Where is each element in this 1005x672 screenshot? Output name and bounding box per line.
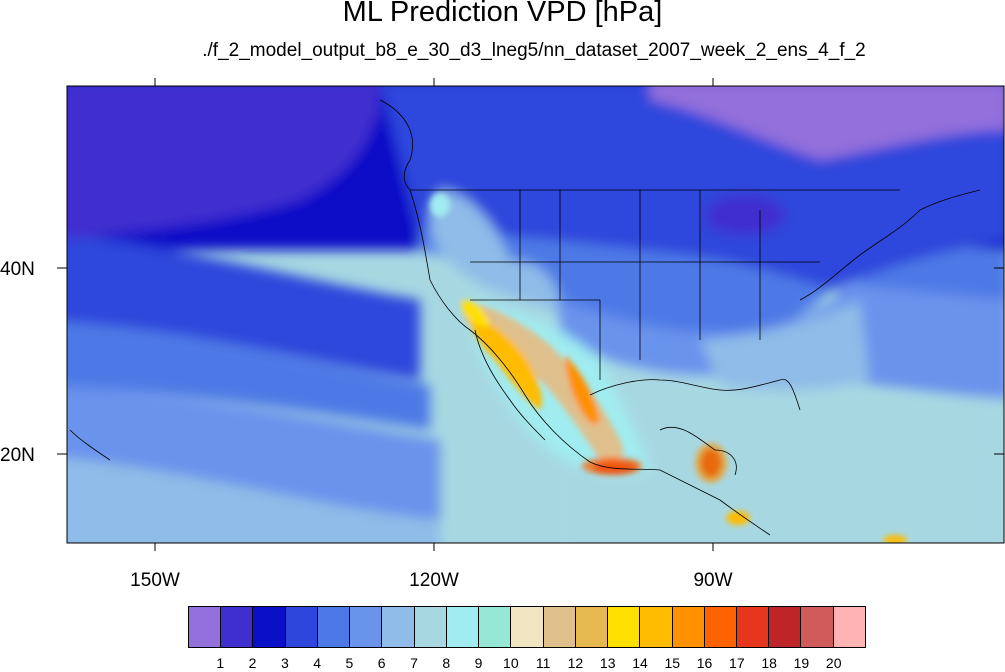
- colorbar-label: 17: [729, 655, 745, 671]
- lon-label-90w: 90W: [693, 570, 733, 591]
- land-southeast: [700, 300, 870, 391]
- great-lakes-purple: [705, 195, 785, 235]
- gulf-pale: [560, 367, 1004, 543]
- colorbar-swatch: [414, 607, 447, 647]
- band-pale-blue: [67, 457, 440, 543]
- colorbar-swatch: [704, 607, 737, 647]
- colorbar-label: 11: [535, 655, 551, 671]
- colorbar-label: 20: [825, 655, 842, 671]
- colorbar: [188, 606, 866, 648]
- colorbar-swatch: [479, 607, 512, 647]
- colorbar-label: 5: [345, 655, 354, 671]
- colorbar-swatch: [769, 607, 802, 647]
- arctic-purple: [650, 86, 1004, 160]
- california-yellow: [462, 300, 490, 327]
- colorbar-label: 13: [599, 655, 616, 671]
- colorbar-label: 19: [793, 655, 810, 671]
- lat-label-20n: 20N: [0, 445, 35, 466]
- colorbar-swatch: [382, 607, 415, 647]
- venezuela-orange: [883, 535, 907, 543]
- colorbar-label: 14: [632, 655, 648, 671]
- colorbar-label: 6: [377, 655, 386, 671]
- sonora-orange: [468, 312, 542, 410]
- mexico-south-orange: [582, 457, 642, 475]
- colorbar-label: 16: [696, 655, 713, 671]
- central-america-orange: [726, 511, 750, 525]
- sierra-orange: [565, 355, 600, 425]
- colorbar-label: 18: [761, 655, 777, 671]
- colorbar-swatch: [608, 607, 641, 647]
- colorbar-label: 3: [280, 655, 289, 671]
- colorbar-swatch: [543, 607, 576, 647]
- map-subtitle: ./f_2_model_output_b8_e_30_d3_lneg5/nn_d…: [202, 40, 866, 61]
- colorbar-label: 4: [313, 655, 322, 671]
- colorbar-swatch: [253, 607, 286, 647]
- colorbar-swatch: [640, 607, 673, 647]
- colorbar-label: 10: [503, 655, 519, 671]
- pacific-purple: [67, 86, 380, 240]
- band-light-blue-1: [67, 321, 430, 430]
- colorbar-label: 9: [474, 655, 483, 671]
- colorbar-swatch: [511, 607, 544, 647]
- map-frame: [66, 85, 1005, 544]
- colorbar-swatch: [350, 607, 383, 647]
- map-title: ML Prediction VPD [hPa]: [342, 0, 663, 28]
- colorbar-label: 15: [664, 655, 681, 671]
- colorbar-swatch: [801, 607, 834, 647]
- vpd-map: [57, 78, 1005, 551]
- west-pale-pockets: [429, 190, 560, 310]
- colorbar-label: 8: [442, 655, 451, 671]
- colorbar-swatch: [672, 607, 705, 647]
- coastlines: [69, 99, 981, 536]
- colorbar-swatch: [221, 607, 254, 647]
- lon-label-120w: 120W: [409, 570, 459, 591]
- colorbar-label: 1: [216, 655, 225, 671]
- colorbar-label: 2: [248, 655, 257, 671]
- yucatan-orange: [695, 443, 727, 483]
- colorbar-swatch: [317, 607, 351, 647]
- colorbar-swatch: [833, 607, 865, 647]
- colorbar-swatch: [189, 607, 222, 647]
- lat-label-40n: 40N: [0, 259, 35, 280]
- oregon-cyan: [430, 193, 450, 217]
- colorbar-label: 7: [410, 655, 418, 671]
- colorbar-swatch: [575, 607, 609, 647]
- colorbar-label: 12: [567, 655, 584, 671]
- band-light-blue-2: [67, 386, 440, 520]
- colorbar-swatch: [736, 607, 770, 647]
- axis-ticks: [57, 78, 1004, 551]
- colorbar-swatch: [285, 607, 318, 647]
- lon-label-150w: 150W: [130, 570, 180, 591]
- colorbar-swatch: [446, 607, 480, 647]
- band-mid-blue: [67, 233, 420, 380]
